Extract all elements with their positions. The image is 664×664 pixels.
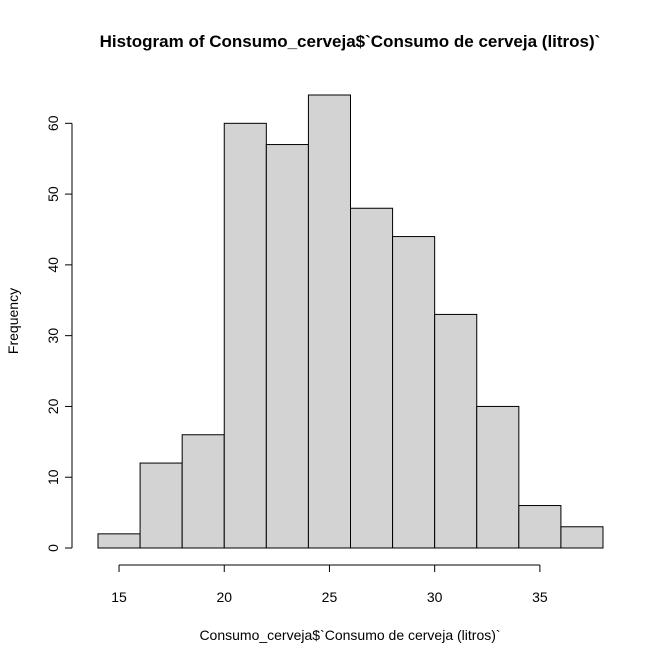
x-axis-label: Consumo_cerveja$`Consumo de cerveja (lit… (199, 627, 500, 643)
histogram-bar (181, 434, 225, 549)
histogram-bar (560, 526, 604, 549)
histogram-bar (518, 505, 562, 549)
x-tick-label: 35 (532, 589, 548, 605)
y-tick-label: 40 (45, 257, 61, 273)
y-tick-label: 20 (45, 398, 61, 414)
bars-group (97, 94, 604, 549)
x-axis: 15 20 25 30 35 (111, 564, 548, 605)
y-tick-label: 30 (45, 328, 61, 344)
histogram-bar (223, 122, 267, 549)
x-tick-label: 15 (111, 589, 127, 605)
y-axis: 0 10 20 30 40 50 60 (45, 115, 73, 552)
histogram-bar (476, 405, 520, 549)
x-tick-label: 20 (216, 589, 232, 605)
histogram-bar (392, 236, 436, 549)
x-tick-label: 30 (427, 589, 443, 605)
chart-title: Histogram of Consumo_cerveja$`Consumo de… (100, 32, 601, 51)
histogram-bar (97, 533, 141, 549)
histogram-bar (139, 462, 183, 549)
y-tick-label: 60 (45, 115, 61, 131)
y-tick-label: 50 (45, 186, 61, 202)
y-axis-label: Frequency (5, 288, 21, 354)
x-tick-label: 25 (322, 589, 338, 605)
y-tick-label: 0 (45, 544, 61, 552)
histogram-bar (350, 207, 394, 549)
histogram-bar (307, 94, 351, 549)
histogram-bar (434, 313, 478, 549)
histogram-bar (265, 144, 309, 549)
y-tick-label: 10 (45, 469, 61, 485)
